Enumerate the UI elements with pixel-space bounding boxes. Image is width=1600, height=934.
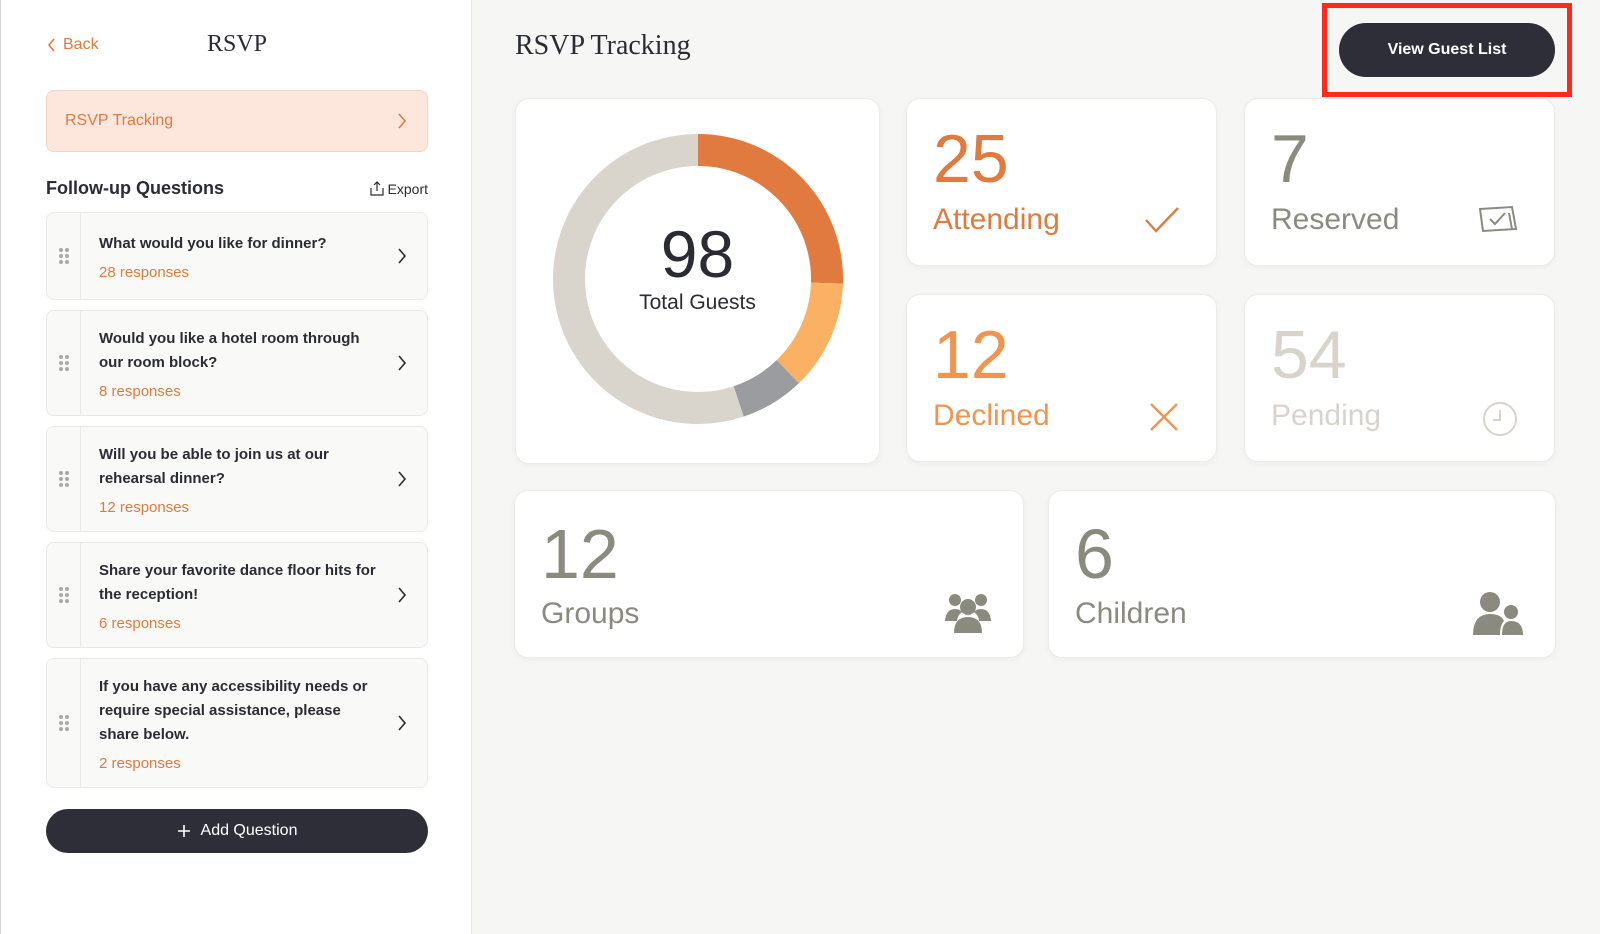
drag-handle-icon[interactable]	[47, 427, 81, 531]
chevron-right-icon	[398, 355, 407, 371]
pending-value: 54	[1271, 317, 1347, 393]
donut-slice-attending	[697, 134, 843, 284]
question-card[interactable]: Will you be able to join us at our rehea…	[46, 426, 428, 532]
back-label: Back	[63, 36, 99, 53]
reserved-value: 7	[1271, 121, 1309, 197]
declined-label: Declined	[933, 399, 1050, 432]
add-question-button[interactable]: Add Question	[46, 809, 428, 853]
response-count: 28 responses	[99, 263, 190, 281]
total-guests-label: Total Guests	[639, 291, 756, 314]
reserved-label: Reserved	[1271, 203, 1400, 236]
attending-label: Attending	[933, 203, 1060, 236]
check-icon	[1145, 207, 1179, 233]
children-label: Children	[1075, 597, 1187, 630]
highlight-frame	[1322, 3, 1572, 97]
pending-label: Pending	[1271, 399, 1382, 432]
reserved-icon	[1478, 205, 1518, 233]
export-button[interactable]: Export	[369, 180, 428, 197]
x-icon	[1150, 403, 1178, 431]
declined-value: 12	[933, 317, 1009, 393]
question-card[interactable]: Would you like a hotel room through our …	[46, 310, 428, 416]
total-guests-value: 98	[660, 217, 735, 291]
sidebar: Back RSVP RSVP Tracking Follow-up Questi…	[0, 0, 472, 934]
children-card[interactable]: 6 Children	[1048, 490, 1556, 658]
drag-handle-icon[interactable]	[47, 659, 81, 787]
drag-handle-icon[interactable]	[47, 213, 81, 299]
page-title: RSVP Tracking	[515, 30, 691, 61]
chevron-right-icon	[398, 715, 407, 731]
groups-value: 12	[541, 515, 619, 593]
declined-card[interactable]: 12 Declined	[906, 294, 1217, 462]
followup-title: Follow-up Questions	[46, 178, 224, 198]
response-count: 2 responses	[99, 754, 181, 772]
children-value: 6	[1075, 515, 1114, 593]
donut-slice-reserved	[733, 359, 799, 417]
clock-icon	[1483, 402, 1517, 436]
chevron-right-icon	[398, 248, 407, 264]
followup-header: Follow-up Questions Export	[46, 178, 428, 199]
guest-donut-chart	[553, 134, 843, 424]
response-count: 12 responses	[99, 498, 190, 516]
donut-center: 98 Total Guests	[516, 221, 879, 315]
sidebar-item-rsvp-tracking[interactable]: RSVP Tracking	[46, 90, 428, 152]
total-guests-card: 98 Total Guests	[515, 98, 880, 464]
chevron-right-icon	[398, 113, 407, 129]
export-icon	[369, 181, 384, 196]
question-card[interactable]: What would you like for dinner? 28 respo…	[46, 212, 428, 300]
drag-handle-icon[interactable]	[47, 311, 81, 415]
chevron-right-icon	[398, 587, 407, 603]
add-question-label: Add Question	[200, 822, 298, 839]
plus-icon	[177, 825, 190, 837]
question-label: Share your favorite dance floor hits for…	[99, 561, 376, 603]
groups-card[interactable]: 12 Groups	[514, 490, 1024, 658]
groups-label: Groups	[541, 597, 640, 630]
view-guest-list-button[interactable]: View Guest List	[1339, 23, 1555, 77]
reserved-card[interactable]: 7 Reserved	[1244, 98, 1555, 266]
export-label: Export	[387, 180, 428, 197]
sidebar-item-label: RSVP Tracking	[65, 112, 174, 129]
attending-value: 25	[933, 121, 1009, 197]
question-label: Will you be able to join us at our rehea…	[99, 445, 329, 487]
question-label: What would you like for dinner?	[99, 234, 327, 252]
drag-handle-icon[interactable]	[47, 543, 81, 647]
question-label: If you have any accessibility needs or r…	[99, 677, 368, 743]
chevron-left-icon	[47, 38, 55, 52]
question-card[interactable]: If you have any accessibility needs or r…	[46, 658, 428, 788]
question-card[interactable]: Share your favorite dance floor hits for…	[46, 542, 428, 648]
pending-card[interactable]: 54 Pending	[1244, 294, 1555, 462]
group-icon	[945, 594, 991, 633]
back-button[interactable]: Back	[47, 36, 99, 54]
question-label: Would you like a hotel room through our …	[99, 329, 360, 371]
response-count: 6 responses	[99, 614, 181, 632]
attending-card[interactable]: 25 Attending	[906, 98, 1217, 266]
chevron-right-icon	[398, 471, 407, 487]
children-icon	[1473, 592, 1523, 635]
donut-slice-declined	[776, 282, 843, 384]
response-count: 8 responses	[99, 382, 181, 400]
donut-slice-pending	[553, 134, 744, 424]
